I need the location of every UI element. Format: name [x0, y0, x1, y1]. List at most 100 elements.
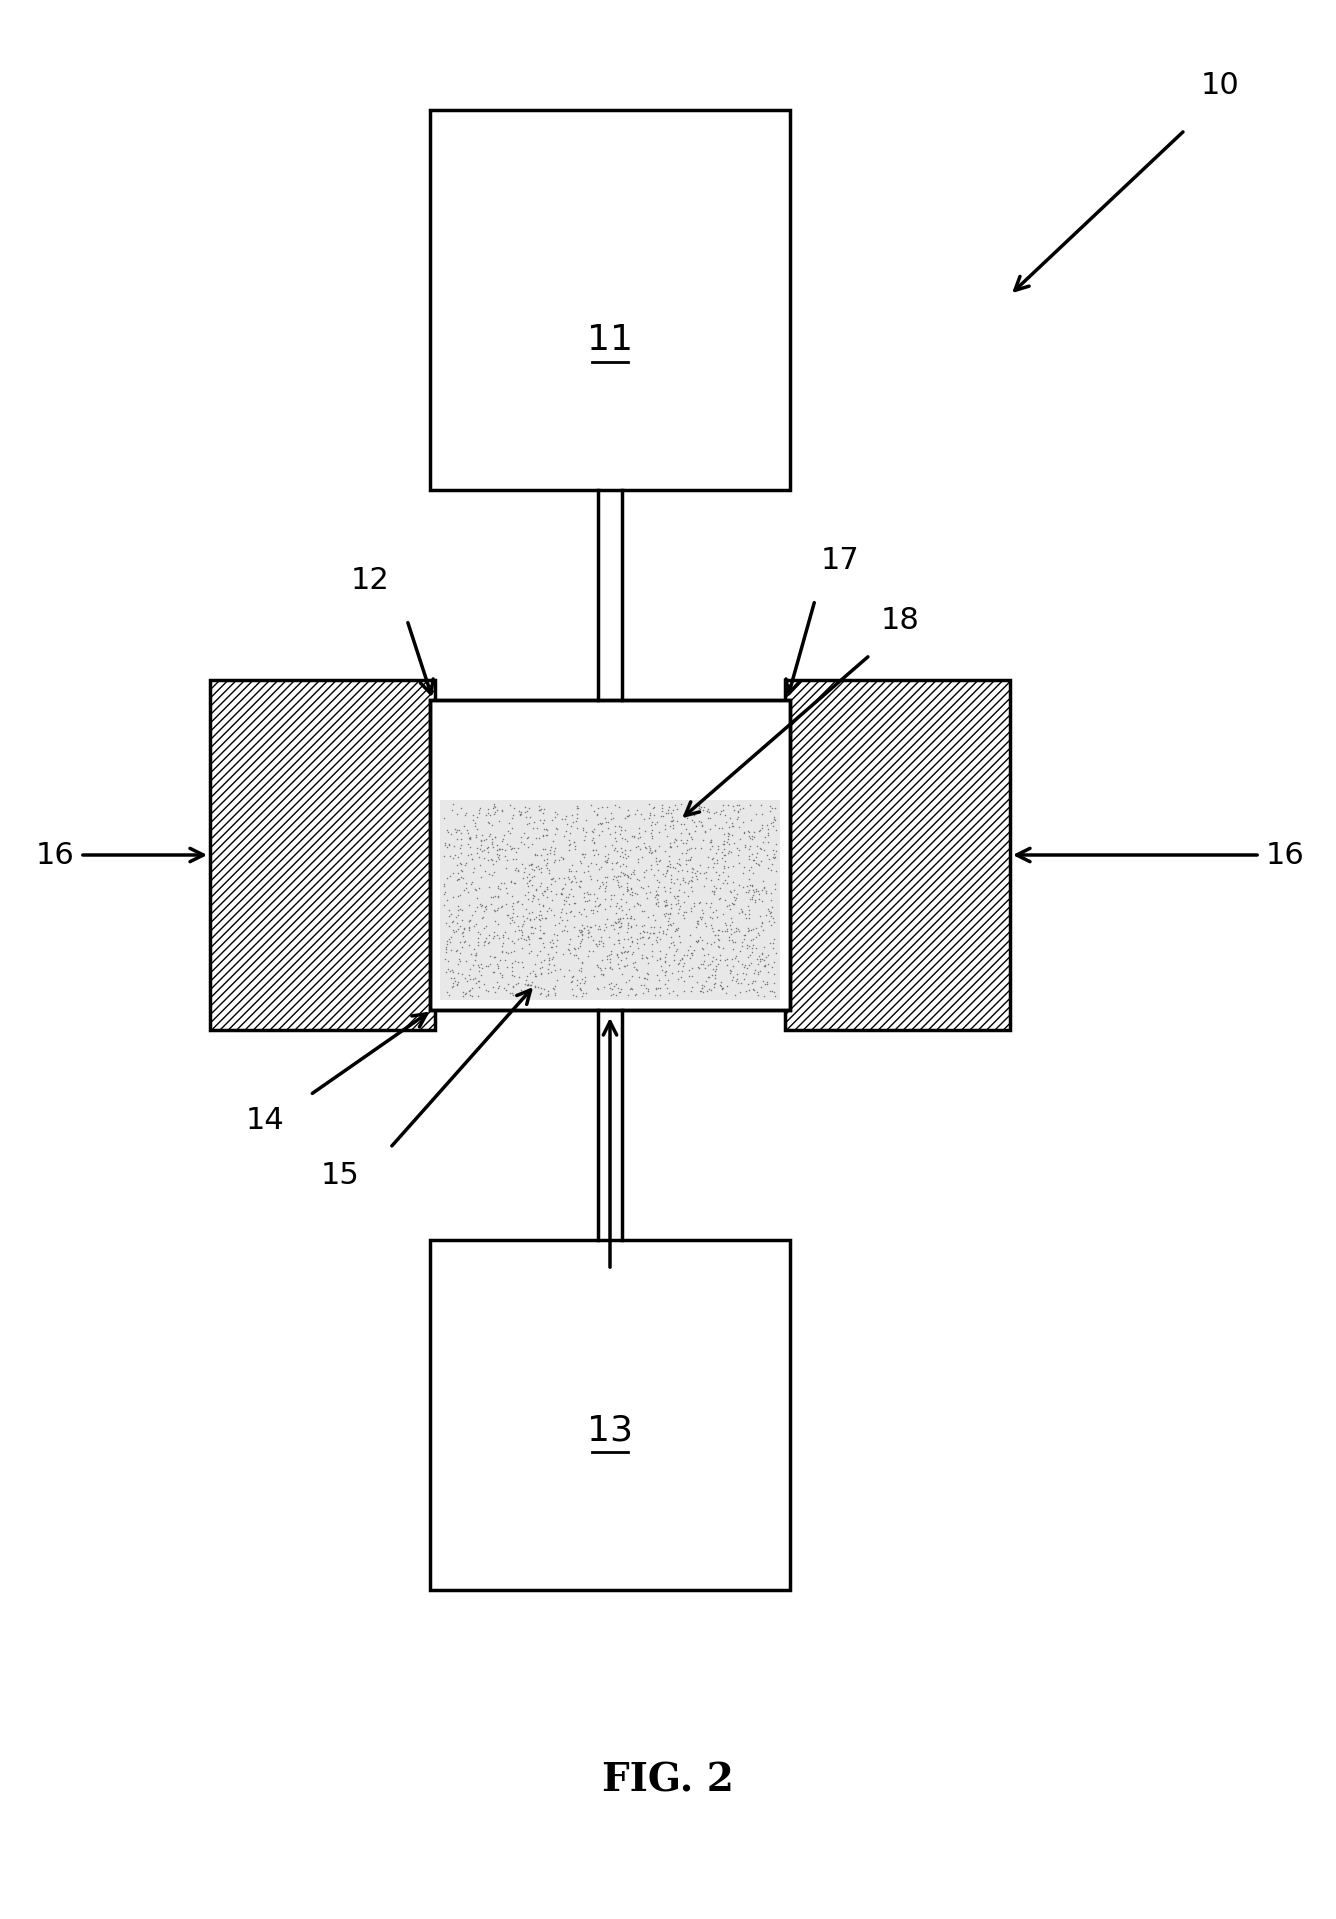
Point — [744, 965, 766, 996]
Point — [546, 925, 568, 956]
Point — [699, 902, 720, 933]
Point — [544, 950, 565, 981]
Point — [645, 883, 667, 913]
Point — [516, 894, 537, 925]
Point — [656, 890, 677, 921]
Point — [595, 802, 616, 833]
Point — [518, 936, 540, 967]
Point — [751, 938, 772, 969]
Point — [521, 896, 542, 927]
Point — [488, 871, 509, 902]
Point — [695, 817, 716, 848]
Point — [647, 806, 668, 837]
Point — [517, 833, 538, 864]
Point — [691, 975, 712, 1006]
Point — [632, 921, 653, 952]
Point — [749, 946, 771, 977]
Point — [505, 852, 526, 883]
Point — [676, 825, 697, 856]
Point — [609, 819, 631, 850]
Point — [437, 929, 458, 960]
Point — [570, 848, 592, 879]
Point — [667, 831, 688, 862]
Point — [751, 810, 772, 841]
Point — [633, 856, 655, 887]
Point — [480, 819, 501, 850]
Point — [488, 954, 509, 984]
Point — [733, 963, 755, 994]
Point — [640, 810, 661, 841]
Point — [553, 873, 574, 904]
Point — [442, 789, 464, 819]
Point — [456, 873, 477, 904]
Point — [522, 883, 544, 913]
Point — [437, 977, 458, 1007]
Point — [544, 956, 565, 986]
Point — [612, 879, 633, 910]
Point — [713, 819, 735, 850]
Point — [615, 823, 636, 854]
Point — [680, 871, 701, 902]
Point — [671, 808, 692, 839]
Point — [762, 892, 783, 923]
Point — [652, 860, 673, 890]
Point — [440, 956, 461, 986]
Point — [667, 864, 688, 894]
Point — [466, 814, 488, 844]
Point — [611, 936, 632, 967]
Point — [657, 910, 679, 940]
Point — [607, 973, 628, 1004]
Point — [643, 917, 664, 948]
Point — [612, 931, 633, 961]
Point — [434, 944, 456, 975]
Point — [735, 877, 756, 908]
Point — [700, 948, 721, 979]
Point — [717, 821, 739, 852]
Point — [711, 794, 732, 825]
Point — [577, 915, 599, 946]
Point — [486, 839, 508, 869]
Point — [489, 958, 510, 988]
Point — [727, 967, 748, 998]
Point — [518, 860, 540, 890]
Point — [601, 854, 623, 885]
Point — [703, 877, 724, 908]
Point — [504, 935, 525, 965]
Point — [501, 960, 522, 990]
Point — [525, 823, 546, 854]
Point — [470, 950, 492, 981]
Point — [637, 973, 659, 1004]
Text: 17: 17 — [820, 545, 859, 574]
Point — [709, 873, 731, 904]
Point — [763, 960, 784, 990]
Point — [528, 850, 549, 881]
Point — [723, 935, 744, 965]
Point — [607, 837, 628, 867]
Point — [617, 862, 639, 892]
Point — [685, 925, 707, 956]
Point — [644, 906, 665, 936]
Point — [541, 875, 562, 906]
Point — [488, 892, 509, 923]
Point — [591, 921, 612, 952]
Point — [591, 954, 612, 984]
Point — [723, 812, 744, 842]
Point — [433, 871, 454, 902]
Point — [631, 938, 652, 969]
Point — [667, 888, 688, 919]
Point — [460, 823, 481, 854]
Point — [533, 933, 554, 963]
Point — [665, 888, 687, 919]
Point — [629, 817, 651, 848]
Point — [756, 877, 778, 908]
Point — [484, 789, 505, 819]
Point — [582, 796, 604, 827]
Point — [754, 871, 775, 902]
Point — [766, 814, 787, 844]
Point — [760, 796, 782, 827]
Point — [699, 892, 720, 923]
Point — [708, 915, 729, 946]
Point — [446, 798, 468, 829]
Point — [748, 919, 770, 950]
Point — [452, 981, 473, 1011]
